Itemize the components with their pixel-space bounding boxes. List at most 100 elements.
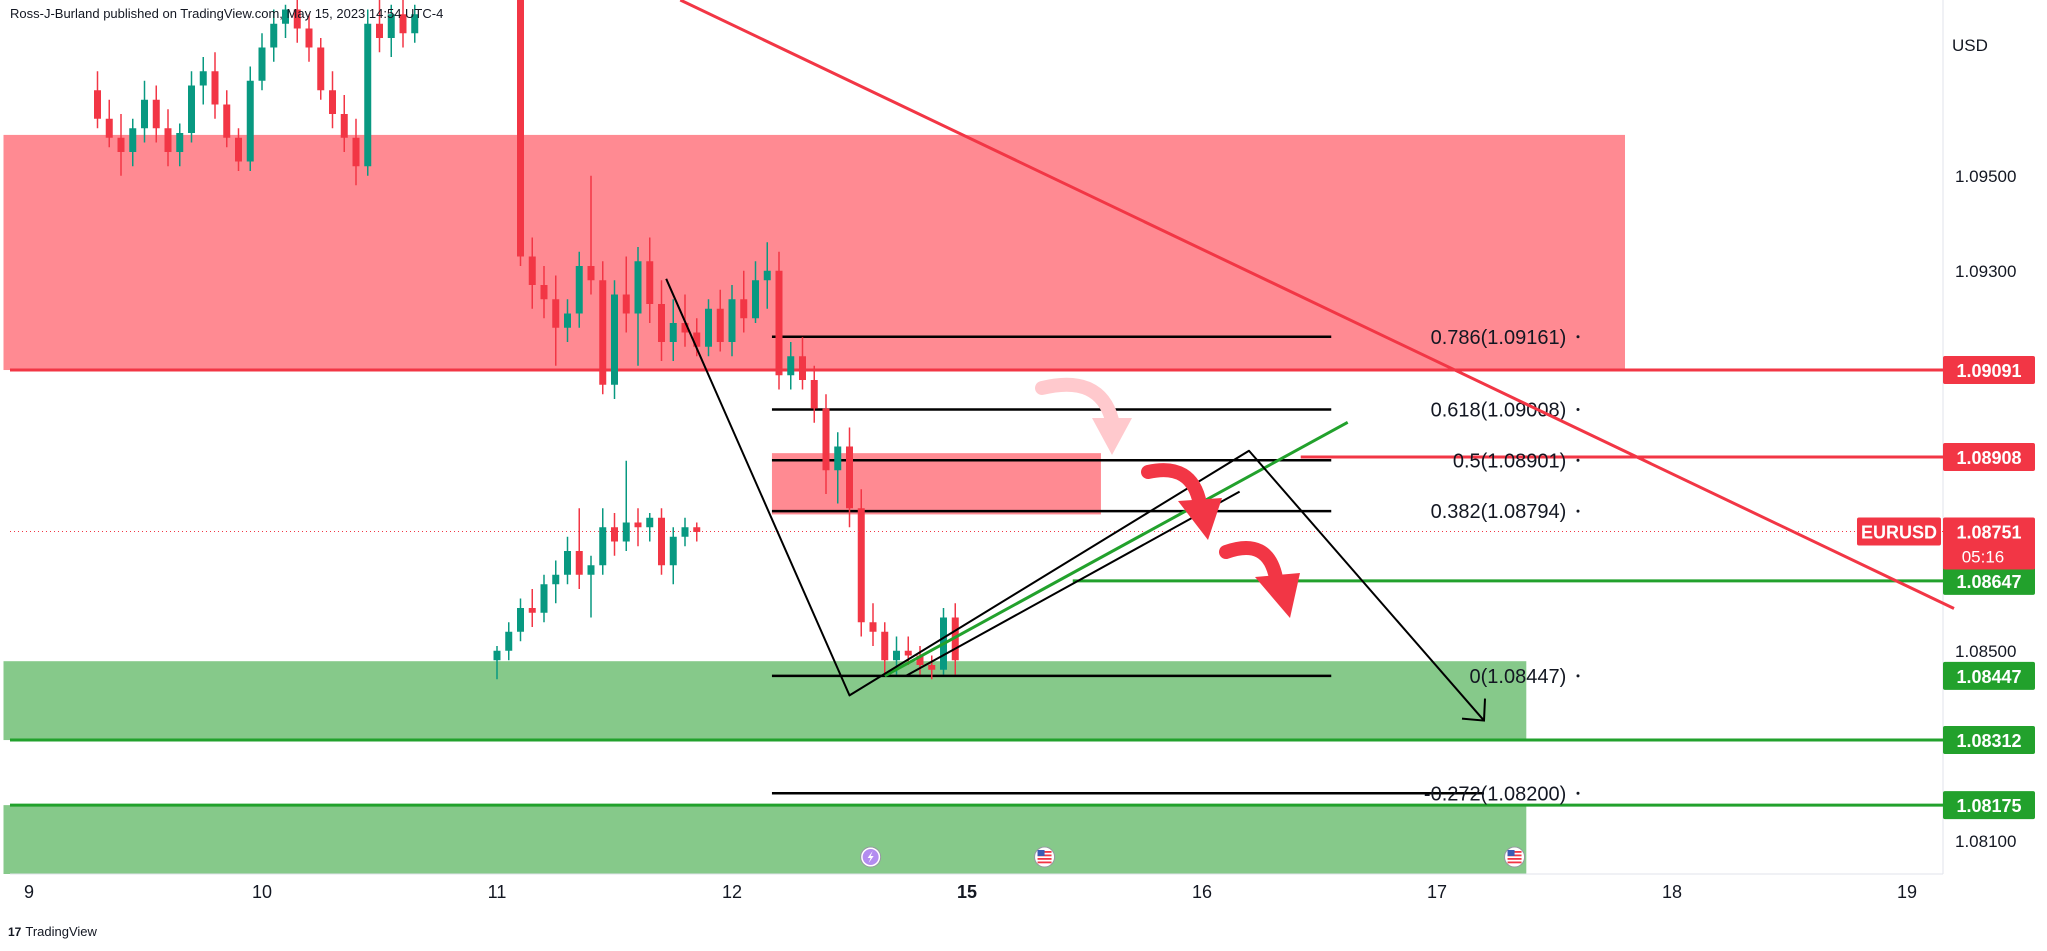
candle-body: [658, 517, 665, 566]
candle-body: [552, 299, 560, 328]
candle-body: [317, 47, 325, 91]
candle-body: [387, 14, 395, 38]
symbol-tag-bg: [1857, 517, 1941, 546]
fib-label: 0.382(1.08794): [1431, 501, 1567, 523]
red-curved-arrow-1: [1141, 463, 1207, 511]
price-tag-bg: [1943, 442, 2035, 471]
candle-body: [117, 137, 125, 152]
x-tick-label: 10: [252, 882, 272, 902]
candle-body: [728, 299, 736, 342]
x-tick-label: 16: [1192, 882, 1212, 902]
price-tag: 1.08175: [1956, 796, 2021, 816]
publisher-line: Ross-J-Burland published on TradingView.…: [10, 6, 444, 21]
candle-body: [622, 294, 630, 314]
candle-body: [693, 332, 701, 347]
candle-body: [105, 118, 113, 138]
candle-body: [246, 80, 254, 162]
supply-zone: [3, 134, 1625, 371]
candle-body: [540, 285, 548, 300]
fib-label: 0.786(1.09161): [1431, 327, 1567, 349]
candle-body: [270, 23, 278, 48]
candle-body: [599, 280, 607, 385]
zones-layer: [3, 134, 1625, 874]
candle-body: [611, 527, 618, 542]
candle-body: [634, 522, 642, 528]
candle-body: [411, 14, 419, 34]
symbol-tag: EURUSD: [1861, 523, 1937, 543]
price-tag: 1.09091: [1956, 361, 2021, 381]
candle-body: [752, 280, 759, 319]
fib-label: 0.5(1.08901): [1453, 450, 1566, 472]
candle-body: [540, 584, 548, 613]
y-tick-label: 1.09500: [1955, 167, 2016, 186]
candle-body: [141, 99, 148, 129]
price-tag-bg: [1943, 566, 2035, 595]
candle-body: [587, 266, 595, 281]
trendlines-layer: [665, 0, 1955, 722]
candle-body: [716, 308, 724, 342]
candle-body: [293, 9, 301, 29]
price-tag-bg: [1943, 726, 2035, 755]
us-flag-event-icon: [1034, 846, 1056, 868]
candle-body: [517, 608, 524, 632]
candle-body: [152, 99, 160, 129]
trendline: [665, 278, 1485, 722]
red-curved-arrow-2: [1219, 541, 1283, 585]
candle-body: [587, 565, 595, 575]
candle-body: [164, 128, 172, 152]
candle-body: [810, 380, 818, 409]
candle-body: [223, 104, 231, 138]
tradingview-logo-icon: 17: [8, 924, 22, 939]
fib-dot: [1576, 458, 1580, 462]
candle-body: [364, 23, 372, 167]
candles-layer: [94, 0, 959, 680]
candle-body: [658, 304, 665, 342]
candle-body: [528, 256, 536, 285]
fib-dot: [1576, 674, 1580, 678]
candle-body: [552, 574, 560, 585]
candle-body: [775, 270, 783, 376]
fib-label: 0(1.08447): [1470, 666, 1567, 688]
candle-body: [305, 28, 313, 48]
demand-zone: [3, 661, 1527, 741]
down-arrow-annotations: [1035, 377, 1300, 618]
candle-body: [622, 522, 630, 542]
candle-body: [763, 270, 771, 281]
candle-body: [693, 527, 701, 532]
current-price-tag: 1.08751: [1956, 523, 2021, 543]
fib-dot: [1576, 335, 1580, 339]
x-tick-label: 12: [722, 882, 742, 902]
candle-body: [528, 608, 536, 613]
candle-body: [599, 527, 607, 566]
price-tag: 1.08647: [1956, 572, 2021, 592]
x-tick-label: 11: [488, 882, 507, 902]
x-tick-label: 17: [1427, 882, 1447, 902]
trendline: [884, 420, 1349, 678]
trendline: [679, 0, 1955, 610]
supply-small-zone: [771, 453, 1101, 515]
tradingview-footer[interactable]: 17 TradingView: [8, 924, 97, 939]
events-layer: [860, 846, 1526, 868]
candle-body: [681, 527, 689, 537]
candle-body: [517, 0, 524, 257]
projection-arrowhead: [1461, 698, 1486, 722]
fib-label: 0.618(1.09008): [1431, 399, 1567, 421]
candle-body: [235, 137, 242, 162]
tradingview-brand: TradingView: [25, 924, 97, 939]
candle-body: [669, 323, 677, 342]
candle-body: [575, 266, 583, 314]
price-tag: 1.08312: [1956, 731, 2021, 751]
candle-body: [329, 90, 336, 114]
candle-body: [646, 261, 654, 304]
candle-body: [94, 90, 101, 119]
candle-body: [705, 308, 712, 347]
fib-label: -0.272(1.08200): [1424, 783, 1566, 805]
candle-body: [352, 137, 360, 167]
candle-body: [916, 655, 924, 665]
x-tick-label: 19: [1897, 882, 1917, 902]
candle-body: [834, 446, 842, 471]
demand-low-zone: [3, 805, 1527, 874]
price-tag-bg: [1943, 791, 2035, 820]
red-arrowhead-1: [1178, 498, 1222, 540]
